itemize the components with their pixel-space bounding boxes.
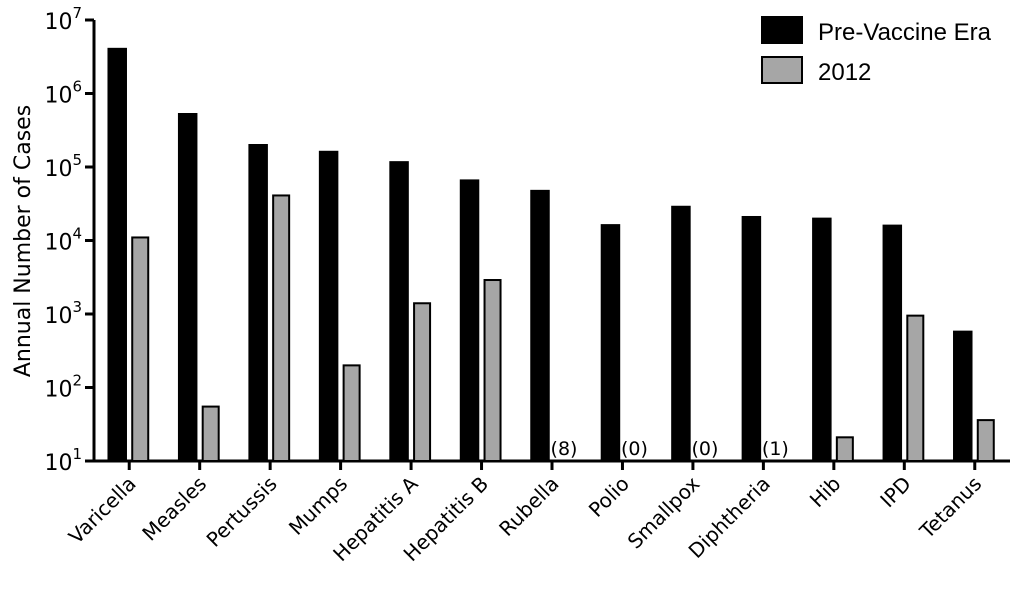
x-category-label: IPD [875,472,916,513]
legend-swatch-pre-vaccine [761,16,803,44]
bar-2012 [413,302,432,462]
legend-label-pre-vaccine: Pre-Vaccine Era [818,19,992,46]
y-tick-label: 106 [44,78,82,109]
bars [107,47,995,463]
y-axis-title: Annual Number of Cases [11,105,36,377]
bar-2012 [131,236,150,462]
x-category-label: Varicella [64,472,141,549]
y-tick-label: 105 [44,151,82,182]
bar-pre-vaccine [389,161,409,462]
bar-pre-vaccine [882,224,903,462]
x-category-label: Tetanus [914,472,986,544]
bar-2012 [976,419,995,462]
x-category-label: Mumps [284,472,352,540]
bar-pre-vaccine [107,47,127,462]
bar-2012 [906,314,925,463]
y-tick-label: 103 [44,298,82,329]
zero-count-label: (0) [691,438,718,460]
y-tick-label: 104 [44,225,82,256]
bar-2012 [201,405,220,462]
legend-label-2012: 2012 [818,59,871,86]
bar-pre-vaccine [600,224,621,462]
y-tick-label: 101 [44,445,82,476]
bar-pre-vaccine [459,179,480,462]
legend-swatch-2012 [761,56,803,84]
bar-pre-vaccine [953,330,973,462]
y-tick-label: 102 [44,372,82,403]
bar-2012 [835,436,854,463]
zero-count-label: (0) [621,438,648,460]
bar-2012 [483,279,502,462]
bar-pre-vaccine [248,144,268,462]
y-tick-label: 107 [44,4,82,35]
bar-pre-vaccine [177,113,198,462]
bar-pre-vaccine [812,217,832,462]
bar-pre-vaccine [671,205,691,462]
axes: 101 102 103 104 105 106 107 [44,4,1010,476]
zero-count-label: (8) [551,438,578,460]
x-category-label: Hib [805,472,846,513]
x-category-label: Pertussis [202,472,282,552]
x-category-label: Measles [137,472,211,546]
x-category-label: Rubella [494,472,563,541]
zero-count-label: (1) [762,438,789,460]
bar-2012 [272,194,291,462]
legend: Pre-Vaccine Era 2012 [761,16,992,86]
bar-2012 [342,364,361,462]
x-category-label: Polio [584,472,634,522]
bar-pre-vaccine [318,150,339,462]
bar-pre-vaccine [741,215,762,462]
bar-pre-vaccine [530,189,550,462]
